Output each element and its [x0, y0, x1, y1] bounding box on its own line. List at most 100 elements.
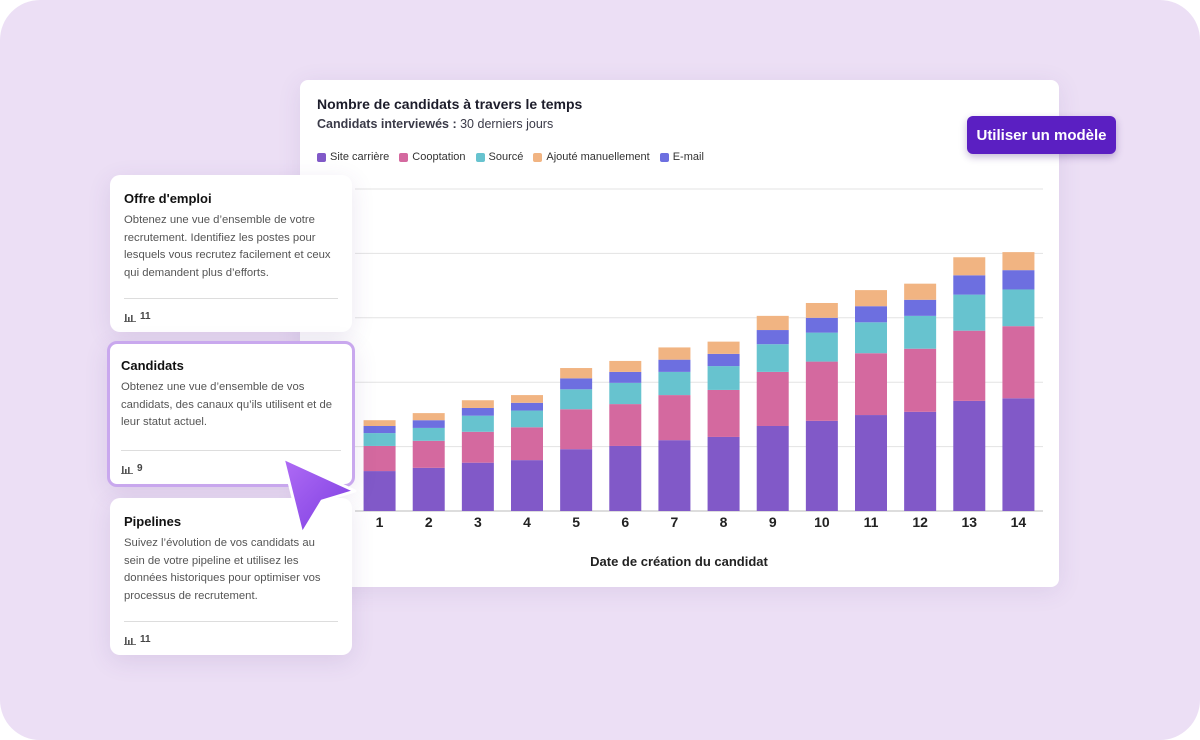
bar-segment: [855, 322, 887, 354]
icon-bar: [128, 639, 130, 645]
x-tick-label: 13: [961, 514, 977, 530]
card-text: Obtenez une vue d’ensemble de votre recr…: [124, 214, 331, 279]
bar-segment: [904, 283, 937, 300]
bar-segment: [461, 407, 494, 416]
icon-bar: [124, 643, 136, 645]
bar-segment: [953, 257, 986, 276]
bar-segment: [511, 427, 543, 461]
bar-segment: [412, 420, 445, 428]
card-footer: 11: [124, 621, 338, 645]
bar-segment: [904, 299, 937, 316]
bar-segment: [707, 353, 740, 367]
template-card[interactable]: Pipelines Suivez l’évolution de vos candi…: [110, 498, 352, 655]
chart-title: Nombre de candidats à travers le temps: [317, 96, 583, 112]
bar-segment: [658, 440, 691, 511]
bar-segment: [805, 361, 838, 421]
bar-segment: [412, 467, 445, 511]
legend-label: E-mail: [672, 151, 704, 163]
bar-segment: [461, 400, 494, 408]
card-text: Suivez l’évolution de vos candidats au s…: [124, 537, 321, 602]
bar-segment: [756, 425, 789, 511]
bar-segment: [1002, 398, 1035, 511]
bar-segment: [904, 348, 937, 412]
bar-segment: [560, 449, 593, 511]
icon-bar: [128, 466, 130, 474]
subtitle-text: 30 derniers jours: [460, 117, 554, 131]
card-footer: 11: [124, 298, 338, 322]
bar-segment: [609, 445, 642, 511]
bar-segment: [707, 366, 740, 390]
bar-segment: [756, 330, 789, 345]
bar-segment: [363, 471, 396, 511]
bar-segment: [953, 294, 986, 331]
card-count: 9: [137, 463, 143, 474]
bar-segment: [511, 460, 543, 511]
bar-segment: [756, 371, 789, 426]
icon-bar: [125, 468, 127, 474]
x-tick-label: 7: [671, 514, 679, 530]
x-axis-title: Date de création du candidat: [590, 554, 768, 569]
bar-segment: [658, 359, 691, 372]
template-card[interactable]: Offre d'emploi Obtenez une vue d’ensemble…: [110, 175, 352, 332]
chart-panel: 1 2 3 4 5 6 7 8 9 10 11 12 13 14 Date de création du c…: [300, 80, 1059, 587]
bar-segment: [855, 306, 887, 323]
bar-segment: [756, 315, 789, 331]
bar-segment: [707, 389, 740, 437]
legend-swatch: [475, 152, 485, 162]
use-template-button[interactable]: Utiliser un modèle: [967, 116, 1116, 154]
bar-segment: [560, 409, 593, 450]
x-tick-label: 12: [912, 514, 928, 530]
bar-segment: [363, 445, 396, 472]
legend-label: Ajouté manuellement: [546, 151, 650, 163]
bar-segment: [707, 341, 740, 354]
bar-segment: [658, 395, 691, 441]
bar-segment: [1002, 252, 1035, 271]
bar-segment: [756, 344, 789, 372]
chart-icon: [124, 313, 136, 322]
bar-segment: [560, 368, 593, 379]
legend-item: Sourcé: [475, 151, 524, 163]
legend-item: Cooptation: [399, 151, 466, 163]
legend-item: E-mail: [659, 151, 704, 163]
bar-segment: [511, 395, 543, 403]
icon-bar: [125, 313, 127, 322]
x-tick-label: 6: [621, 514, 629, 530]
icon-bar: [122, 465, 124, 474]
bar-segment: [412, 427, 445, 441]
bar-segment: [461, 415, 494, 432]
chart-subtitle: Candidats interviewés : 30 derniers jour…: [317, 117, 553, 131]
bar-segment: [412, 413, 445, 421]
x-tick-label: 10: [814, 514, 830, 530]
bar-segment: [805, 302, 838, 318]
bar-segment: [560, 389, 593, 410]
bar-segment: [1002, 326, 1035, 399]
legend-label: Cooptation: [412, 151, 466, 163]
x-tick-label: 5: [572, 514, 580, 530]
x-tick-label: 11: [864, 514, 879, 530]
template-card[interactable]: Candidats Obtenez une vue d’ensemble de v…: [107, 341, 355, 487]
icon-bar: [131, 637, 133, 645]
card-title: Offre d'emploi: [124, 191, 212, 206]
chart-icon: [124, 636, 136, 645]
legend-item: Ajouté manuellement: [533, 151, 650, 163]
bar-segment: [953, 400, 986, 511]
bar-segment: [609, 360, 642, 372]
bar-segment: [412, 440, 445, 468]
icon-bar: [124, 320, 136, 322]
legend-swatch: [317, 152, 326, 162]
bar-segment: [609, 404, 642, 446]
legend-label: Sourcé: [488, 151, 524, 163]
bar-segment: [560, 378, 593, 390]
bar-segment: [805, 332, 838, 362]
icon-bar: [131, 314, 133, 322]
legend-swatch: [533, 152, 543, 162]
card-footer: 9: [121, 450, 341, 474]
bar-segment: [953, 330, 986, 401]
bar-segment: [461, 431, 494, 463]
bar-segment: [1002, 270, 1035, 290]
bar-segment: [658, 347, 691, 360]
legend-swatch: [399, 152, 409, 162]
bar-segment: [658, 371, 691, 396]
